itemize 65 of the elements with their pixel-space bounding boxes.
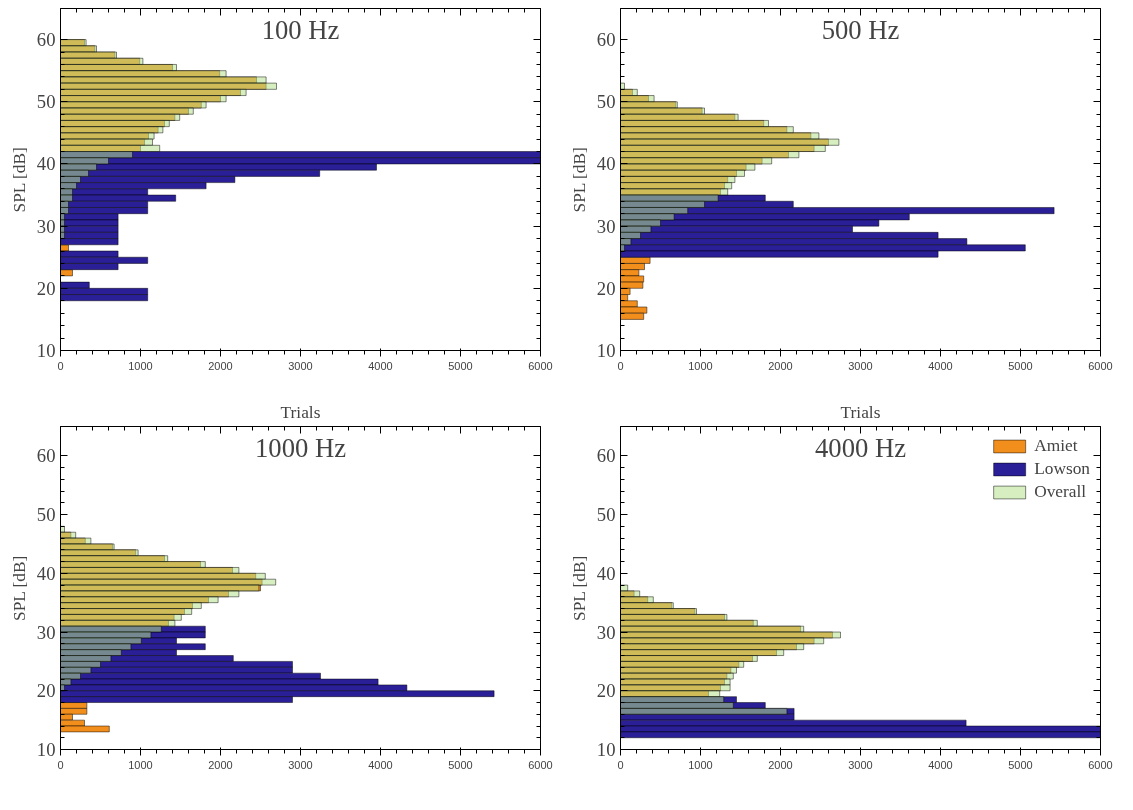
- legend-label: Amiet: [1034, 436, 1078, 456]
- x-tick-label: 6000: [528, 758, 553, 771]
- legend-label: Overall: [1034, 482, 1087, 502]
- legend-label: Lowson: [1034, 459, 1090, 479]
- y-tick-label: 20: [596, 277, 616, 299]
- y-tick-label: 30: [596, 621, 616, 643]
- y-axis-title: SPL [dB]: [9, 147, 29, 213]
- x-tick-label: 4000: [928, 758, 953, 771]
- x-tick-label: 0: [617, 758, 624, 771]
- y-tick-label: 10: [596, 340, 616, 361]
- y-tick-label: 20: [36, 680, 56, 702]
- y-tick-label: 10: [596, 739, 616, 760]
- x-tick-label: 5000: [1008, 758, 1033, 771]
- y-tick-label: 50: [596, 91, 616, 113]
- y-tick-label: 60: [596, 445, 616, 467]
- y-tick-label: 50: [36, 504, 56, 526]
- y-axis-title: SPL [dB]: [569, 147, 589, 213]
- x-axis-title: Trials: [280, 402, 321, 422]
- chart-title: 100 Hz: [261, 14, 340, 45]
- x-tick-label: 2000: [768, 758, 793, 771]
- y-tick-label: 40: [36, 562, 56, 584]
- x-tick-label: 6000: [1088, 359, 1113, 372]
- x-tick-label: 3000: [288, 359, 313, 372]
- x-axis-title: Trials: [840, 402, 881, 422]
- x-tick-label: 2000: [208, 758, 233, 771]
- x-tick-label: 3000: [288, 758, 313, 771]
- x-tick-label: 2000: [768, 359, 793, 372]
- y-tick-label: 10: [36, 739, 56, 760]
- y-tick-label: 60: [36, 29, 56, 51]
- x-tick-label: 4000: [928, 359, 953, 372]
- y-tick-label: 20: [596, 680, 616, 702]
- y-tick-label: 10: [36, 340, 56, 361]
- y-axis-title: SPL [dB]: [569, 555, 589, 621]
- y-tick-label: 40: [596, 562, 616, 584]
- x-tick-label: 1000: [128, 359, 153, 372]
- chart-title: 500 Hz: [821, 14, 900, 45]
- x-tick-label: 4000: [368, 359, 393, 372]
- y-tick-label: 30: [36, 621, 56, 643]
- x-tick-label: 0: [617, 359, 624, 372]
- y-tick-label: 40: [596, 153, 616, 175]
- y-tick-label: 40: [36, 153, 56, 175]
- x-tick-label: 5000: [448, 359, 473, 372]
- y-tick-label: 30: [36, 215, 56, 237]
- y-tick-label: 60: [596, 29, 616, 51]
- x-tick-label: 5000: [448, 758, 473, 771]
- x-tick-label: 0: [57, 758, 64, 771]
- x-tick-label: 1000: [688, 758, 713, 771]
- x-tick-label: 6000: [1088, 758, 1113, 771]
- x-tick-label: 1000: [688, 359, 713, 372]
- y-tick-label: 30: [596, 215, 616, 237]
- x-tick-label: 4000: [368, 758, 393, 771]
- y-axis-title: SPL [dB]: [9, 555, 29, 621]
- y-tick-label: 50: [596, 504, 616, 526]
- x-tick-label: 3000: [848, 359, 873, 372]
- chart-title: 1000 Hz: [254, 432, 347, 463]
- x-tick-label: 2000: [208, 359, 233, 372]
- y-tick-label: 50: [36, 91, 56, 113]
- y-tick-label: 60: [36, 445, 56, 467]
- chart-title: 4000 Hz: [814, 432, 907, 463]
- x-tick-label: 1000: [128, 758, 153, 771]
- y-tick-label: 20: [36, 277, 56, 299]
- x-tick-label: 5000: [1008, 359, 1033, 372]
- x-tick-label: 3000: [848, 758, 873, 771]
- x-tick-label: 6000: [528, 359, 553, 372]
- x-tick-label: 0: [57, 359, 64, 372]
